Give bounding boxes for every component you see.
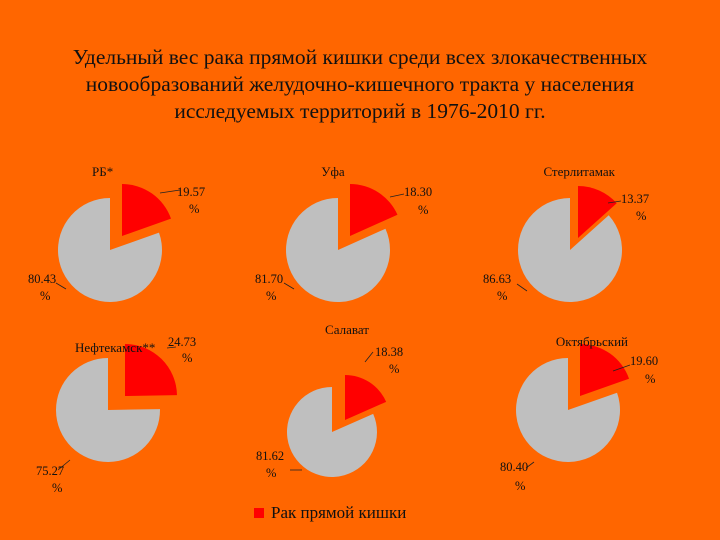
data-label-rest-value: 86.63: [483, 272, 511, 286]
data-label-highlight-value: 19.57: [177, 185, 205, 199]
pie-chart-title: РБ*: [92, 164, 113, 179]
legend-swatch: [254, 508, 264, 518]
pie-slice-highlight: [350, 184, 398, 236]
pie-slice-rest: [518, 198, 623, 302]
pie-chart-5: Салават 18.38% 81.62%: [256, 322, 403, 480]
leader-line-rest: [283, 282, 295, 290]
leader-line-rest: [57, 459, 71, 471]
data-label-highlight-value: 18.38: [375, 345, 403, 359]
leader-line-highlight: [166, 346, 177, 349]
data-label-rest-value: 75.27: [36, 464, 64, 478]
pie-chart-4: Нефтекамск** 24.73% 75.27%: [36, 335, 196, 495]
data-label-rest-value: 81.62: [256, 449, 284, 463]
pie-slice-rest: [55, 358, 160, 462]
data-label-rest-value: 81.70: [255, 272, 283, 286]
pie-chart-title: Октябрьский: [556, 334, 628, 349]
leader-line-highlight: [607, 200, 622, 204]
pie-slice-rest: [286, 198, 391, 302]
data-label-rest-value: 80.40: [500, 460, 528, 474]
data-label-highlight-value: 24.73: [168, 335, 196, 349]
data-label-highlight-value: 19.60: [630, 354, 658, 368]
title-line-1: Удельный вес рака прямой кишки среди все…: [72, 45, 648, 69]
pie-chart-1: РБ* 19.57% 80.43%: [28, 164, 205, 303]
leader-line-rest: [525, 461, 535, 469]
data-label-rest-value: 80.43: [28, 272, 56, 286]
legend: Рак прямой кишки: [254, 503, 406, 523]
data-label-rest-unit: %: [515, 479, 525, 493]
chart-title: Удельный вес рака прямой кишки среди все…: [20, 44, 700, 125]
pie-chart-title: Уфа: [321, 164, 345, 179]
leader-line-highlight: [612, 364, 631, 372]
pie-slice-highlight: [125, 344, 177, 396]
leader-line-highlight: [389, 193, 405, 198]
data-label-rest-unit: %: [40, 289, 50, 303]
legend-label: Рак прямой кишки: [271, 503, 407, 522]
pie-slice-highlight: [122, 184, 171, 236]
data-label-highlight-unit: %: [645, 372, 655, 386]
title-line-3: исследуемых территорий в 1976-2010 гг.: [174, 99, 546, 123]
pie-chart-title: Нефтекамск**: [75, 340, 155, 355]
data-label-highlight-value: 18.30: [404, 185, 432, 199]
leader-line-rest: [516, 283, 528, 292]
pie-chart-title: Салават: [325, 322, 369, 337]
data-label-highlight-value: 13.37: [621, 192, 649, 206]
pie-chart-2: Уфа 18.30% 81.70%: [255, 164, 432, 303]
pie-slice-rest: [516, 358, 621, 462]
data-label-highlight-unit: %: [636, 209, 646, 223]
leader-line-highlight: [159, 189, 181, 194]
pie-slice-highlight: [345, 375, 387, 420]
pie-slice-rest: [57, 198, 162, 302]
data-label-highlight-unit: %: [189, 202, 199, 216]
data-label-rest-unit: %: [266, 466, 276, 480]
data-label-rest-unit: %: [266, 289, 276, 303]
pie-chart-3: Стерлитамак 13.37% 86.63%: [483, 164, 649, 303]
pie-chart-title: Стерлитамак: [543, 164, 615, 179]
leader-line-rest: [55, 282, 67, 290]
data-label-highlight-unit: %: [418, 203, 428, 217]
data-label-rest-unit: %: [52, 481, 62, 495]
title-line-2: новообразований желудочно-кишечного трак…: [85, 72, 635, 96]
pie-slice-rest: [286, 387, 377, 478]
pie-slice-highlight: [580, 344, 630, 396]
leader-line-highlight: [364, 351, 374, 363]
data-label-rest-unit: %: [497, 289, 507, 303]
data-label-highlight-unit: %: [389, 362, 399, 376]
pie-slice-highlight: [578, 186, 617, 238]
data-label-highlight-unit: %: [182, 351, 192, 365]
